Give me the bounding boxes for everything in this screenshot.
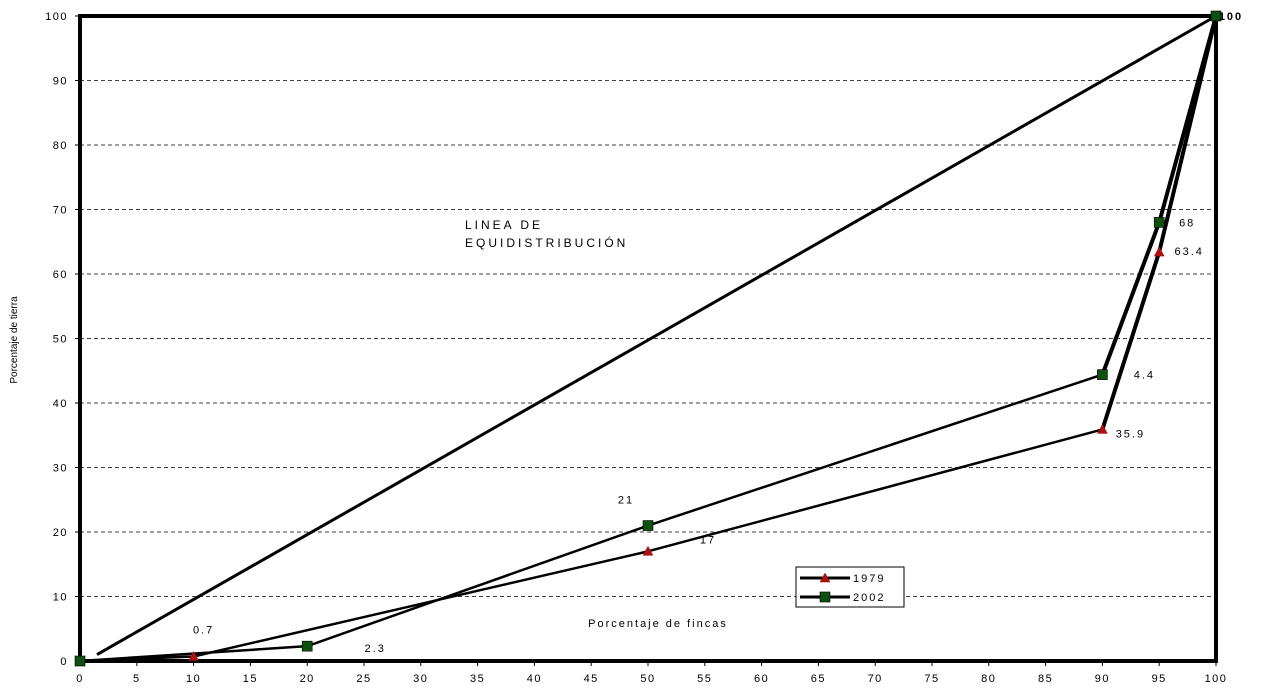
marker-2002-0: [74, 655, 86, 667]
data-labels: 0.7 17 35.9 63.4 2.3 21 4.4 68 100: [193, 11, 1243, 655]
legend-label-1979: 1979: [853, 573, 885, 585]
legend-label-2002: 2002: [853, 592, 885, 604]
y-tick-label-50: 50: [53, 334, 68, 346]
x-axis-label: Porcentaje de fincas: [588, 618, 728, 630]
y-tick-label-60: 60: [53, 269, 68, 281]
series-group: [74, 10, 1222, 667]
x-tick-label-40: 40: [527, 673, 542, 685]
x-tick-label-90: 90: [1095, 673, 1110, 685]
x-tick-label-45: 45: [584, 673, 599, 685]
data-label-2002-2: 21: [618, 495, 634, 507]
data-label-1979-4: 63.4: [1174, 246, 1203, 258]
x-tick-label-35: 35: [470, 673, 485, 685]
x-tick-label-20: 20: [300, 673, 315, 685]
x-tick-label-70: 70: [868, 673, 883, 685]
annotation-line-2: EQUIDISTRIBUCIÓN: [465, 235, 628, 250]
series-2002-segment-1: [305, 524, 650, 648]
y-tick-label-70: 70: [53, 205, 68, 217]
series-2002-segment-3: [1100, 220, 1162, 377]
marker-2002-5: [1210, 10, 1222, 22]
x-tick-label-25: 25: [356, 673, 371, 685]
x-tick-label-10: 10: [186, 673, 201, 685]
data-label-2002-3: 4.4: [1134, 370, 1155, 382]
x-tick-label-50: 50: [640, 673, 655, 685]
legend-marker-1979: [819, 572, 831, 583]
legend-marker-2002: [819, 591, 831, 603]
series-2002-segment-4: [1157, 14, 1218, 225]
data-label-2002-4: 68: [1179, 217, 1195, 229]
data-label-2002-5: 100: [1219, 11, 1243, 23]
marker-2002-2: [642, 520, 654, 531]
equidistribution-line-group: [96, 14, 1217, 656]
data-label-1979-3: 35.9: [1116, 428, 1145, 440]
series-1979-segment-3: [1100, 250, 1162, 432]
marker-1979-1: [188, 650, 200, 661]
y-tick-label-100: 100: [45, 11, 68, 23]
y-tick-label-0: 0: [60, 656, 68, 668]
x-tick-labels: 0 5 10 15 20 25 30 35 40 45 50 55 60 65 70 75 80 85 90 95 10…: [76, 661, 1228, 685]
marker-1979-2: [642, 545, 654, 556]
marker-2002-4: [1153, 217, 1165, 228]
data-label-1979-2: 17: [700, 534, 716, 546]
x-tick-label-85: 85: [1038, 673, 1053, 685]
x-tick-label-100: 100: [1205, 673, 1228, 685]
marker-1979-3: [1096, 423, 1108, 434]
x-tick-label-95: 95: [1152, 673, 1167, 685]
series-1979-segment-1: [192, 550, 650, 658]
legend-box: [795, 566, 905, 608]
y-tick-label-10: 10: [53, 592, 68, 604]
annotation-line-1: LINEA DE: [465, 218, 543, 232]
x-tick-label-55: 55: [697, 673, 712, 685]
x-tick-label-5: 5: [133, 673, 141, 685]
x-tick-label-65: 65: [811, 673, 826, 685]
x-tick-label-30: 30: [413, 673, 428, 685]
y-tick-label-90: 90: [53, 76, 68, 88]
x-tick-label-15: 15: [243, 673, 258, 685]
x-tick-label-60: 60: [754, 673, 769, 685]
data-label-2002-1: 2.3: [365, 643, 386, 655]
equidistribution-line: [96, 14, 1217, 656]
marker-2002-3: [1097, 369, 1108, 380]
legend: 1979 2002: [795, 566, 905, 608]
y-axis-label: Porcentaje de tierra: [9, 296, 20, 384]
y-tick-label-20: 20: [53, 527, 68, 539]
series-1979-segment-2: [646, 428, 1104, 553]
data-label-1979-1: 0.7: [193, 624, 214, 636]
marker-2002-1: [301, 640, 313, 652]
series-2002-segment-2: [646, 373, 1104, 527]
marker-1979-4: [1153, 246, 1165, 257]
x-tick-label-80: 80: [981, 673, 996, 685]
y-tick-labels: 0 10 20 30 40 50 60 70 80 90 100: [45, 11, 80, 668]
y-tick-label-80: 80: [53, 140, 68, 152]
y-tick-label-30: 30: [53, 463, 68, 475]
y-tick-label-40: 40: [53, 398, 68, 410]
x-tick-label-0: 0: [76, 673, 84, 685]
x-tick-label-75: 75: [924, 673, 939, 685]
